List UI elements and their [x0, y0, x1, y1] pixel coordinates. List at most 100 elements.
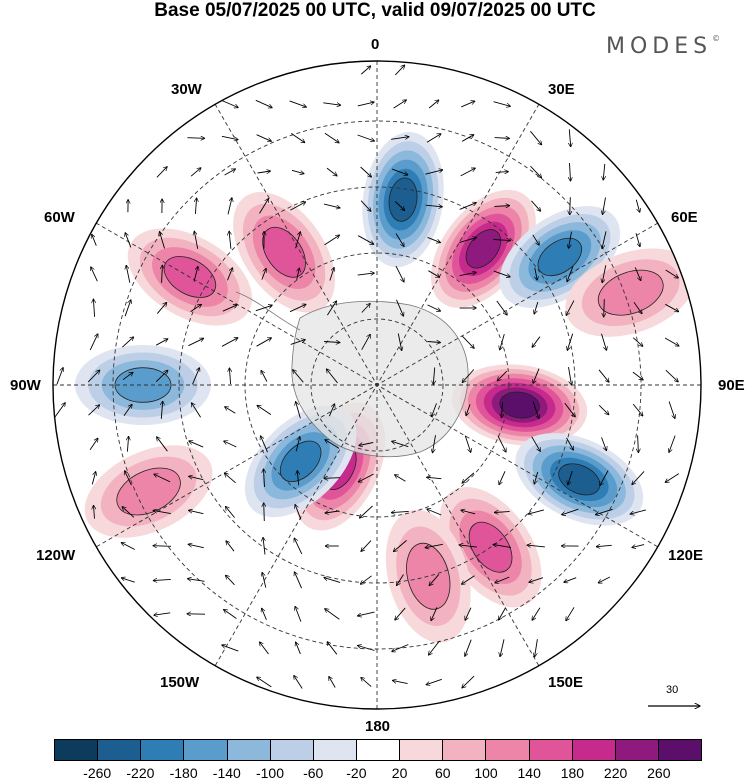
wind-arrow [494, 138, 510, 139]
wind-arrow [598, 369, 609, 382]
wind-arrow [529, 577, 544, 583]
wind-arrow [638, 435, 639, 452]
wind-arrow [602, 231, 607, 248]
wind-arrow [665, 303, 678, 311]
wind-arrow [229, 368, 230, 385]
positive-anomaly-contour [499, 391, 540, 419]
wind-arrow [460, 168, 476, 177]
wind-arrow [226, 575, 235, 586]
wind-arrow [396, 299, 404, 316]
wind-arrow [600, 470, 609, 486]
wind-arrow [635, 199, 639, 213]
colorbar-segment [141, 740, 185, 760]
wind-arrow [357, 235, 374, 245]
wind-arrow [263, 537, 265, 555]
wind-arrow [632, 403, 643, 416]
wind-arrow [255, 305, 272, 312]
wind-arrow [123, 404, 132, 416]
wind-arrow [566, 437, 574, 450]
wind-arrow [157, 437, 168, 452]
wind-arrow [297, 268, 300, 280]
colorbar-tick-label: -180 [169, 765, 198, 781]
chart-title: Base 05/07/2025 00 UTC, valid 09/07/2025… [154, 0, 596, 21]
colorbar-segment [270, 740, 314, 760]
wind-arrow [426, 134, 441, 143]
wind-arrow [494, 512, 510, 513]
wind-arrow [632, 544, 645, 548]
colorbar-segment [658, 740, 702, 760]
wind-arrow [295, 505, 302, 520]
wind-arrow [160, 232, 165, 249]
colorbar-tick-label: -220 [126, 765, 155, 781]
wind-arrow [289, 304, 306, 313]
wind-arrow [155, 339, 168, 346]
wind-arrow [187, 138, 204, 139]
wind-arrow [532, 336, 541, 348]
positive-anomaly-contour [597, 269, 664, 316]
wind-arrow [567, 266, 574, 281]
wind-arrow [535, 639, 538, 657]
wind-arrow [465, 639, 472, 657]
wind-arrow [154, 612, 171, 615]
wind-arrow [566, 300, 575, 316]
wind-arrow [324, 478, 341, 479]
wind-arrow [291, 169, 304, 173]
wind-arrow [222, 645, 239, 652]
wind-arrow [256, 134, 272, 142]
wind-arrow [566, 607, 575, 620]
wind-arrow [323, 203, 340, 208]
wind-arrow [256, 338, 272, 347]
wind-arrow [427, 304, 441, 311]
wind-arrow [425, 543, 443, 547]
wind-arrow [632, 337, 643, 347]
wind-arrow [222, 305, 237, 312]
wind-arrow [324, 132, 339, 143]
wind-arrow [89, 438, 98, 451]
wind-arrow [596, 508, 613, 514]
wind-arrow [195, 198, 196, 215]
wind-arrow [255, 99, 272, 107]
wind-arrow [357, 102, 374, 107]
wind-arrow [153, 579, 171, 580]
wind-arrow [229, 231, 231, 249]
wind-arrow [329, 268, 334, 281]
wind-arrow [92, 234, 97, 246]
wind-arrow [162, 265, 163, 283]
wind-arrow [570, 197, 571, 215]
negative-anomaly-contour [388, 177, 418, 222]
lon-label-60e: 60E [671, 209, 698, 226]
colorbar-ticks: -260 -220 -180 -140 -100 -60 -20 20 60 100 140 180 2… [0, 765, 750, 783]
wind-arrow [188, 338, 203, 347]
wind-arrow [161, 401, 162, 419]
wind-arrow [324, 342, 340, 343]
wind-arrow [426, 678, 442, 684]
wind-arrow [221, 338, 238, 347]
wind-arrow [325, 511, 339, 513]
wind-arrow [154, 474, 171, 483]
wind-arrow [264, 469, 265, 488]
wind-arrow [262, 608, 267, 620]
wind-arrow [264, 503, 265, 522]
modes-logo: MODES© [606, 34, 721, 59]
colorbar-tick-label: 180 [560, 765, 585, 781]
wind-arrow [391, 168, 408, 175]
wind-arrow [567, 333, 574, 351]
wind-arrow [361, 334, 371, 350]
wind-arrow [499, 607, 506, 620]
wind-arrow [532, 607, 541, 620]
wind-arrow [155, 370, 168, 383]
lon-label-120e: 120E [668, 547, 704, 564]
colorbar-tick-label: 60 [435, 765, 451, 781]
wind-arrow [495, 172, 509, 173]
wind-arrow [665, 369, 678, 382]
wind-arrow [122, 337, 133, 348]
wind-arrow [194, 231, 199, 249]
wind-arrow [395, 475, 406, 482]
wind-arrow [433, 435, 436, 453]
wind-arrow [602, 265, 607, 282]
wind-arrow [93, 299, 94, 317]
wind-arrow [432, 403, 437, 416]
wind-arrow [568, 367, 572, 385]
wind-arrow [56, 368, 63, 385]
wind-arrow [189, 510, 204, 515]
